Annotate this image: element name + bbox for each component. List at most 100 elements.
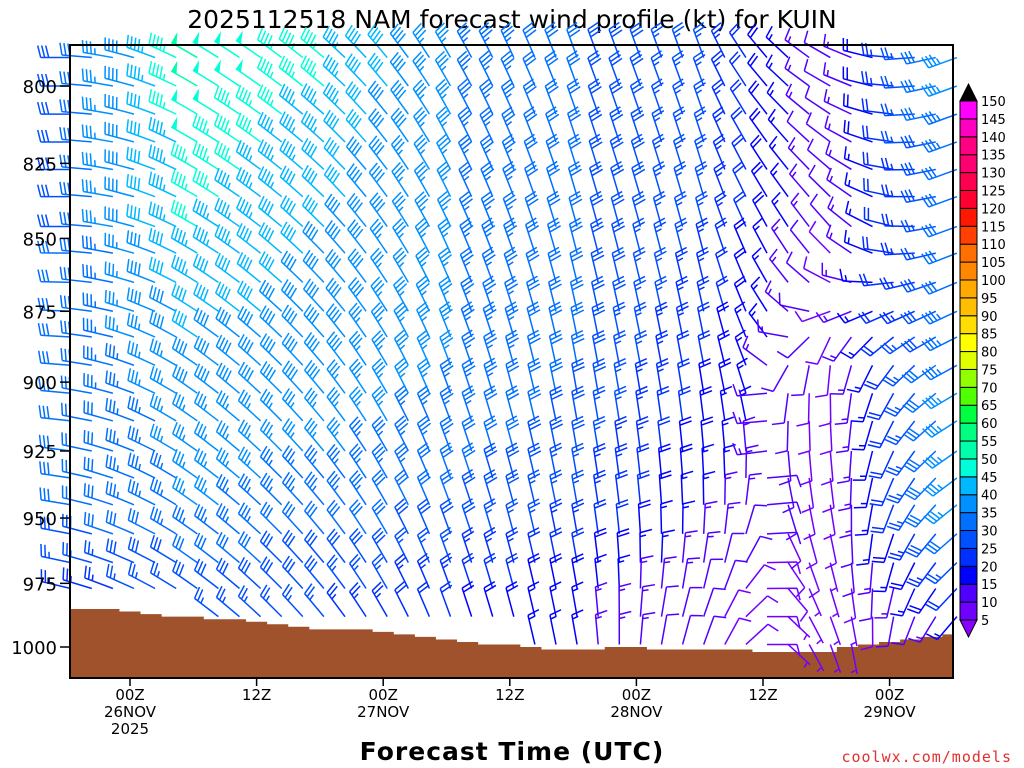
wind-barb: [394, 415, 409, 452]
colorbar: 5 10 15 20 25 30 35 40 45 50 55 60 65 70 75 80 85 90 95 100…: [959, 82, 1006, 639]
wind-barb: [416, 415, 431, 452]
wind-barb: [651, 106, 665, 143]
wind-barb: [36, 157, 71, 171]
wind-barb: [569, 275, 584, 312]
wind-barb: [850, 616, 858, 647]
wind-barb: [371, 527, 388, 564]
wind-barb: [900, 278, 937, 293]
colorbar-label: 40: [981, 489, 998, 504]
wind-barb: [61, 432, 92, 452]
wind-barb: [149, 477, 177, 506]
wind-barb: [805, 533, 818, 570]
wind-barb: [826, 167, 852, 198]
wind-barb: [805, 336, 831, 365]
wind-barb: [345, 108, 367, 143]
wind-barb: [715, 275, 729, 312]
wind-barb: [829, 644, 842, 673]
wind-barb: [322, 82, 346, 115]
wind-barb: [412, 79, 431, 115]
wind-barb: [868, 450, 895, 479]
wind-barb: [590, 246, 605, 283]
wind-barb: [326, 582, 346, 618]
wind-barb: [653, 246, 667, 283]
wind-barb: [368, 162, 388, 198]
wind-barb: [391, 191, 409, 227]
wind-barb: [504, 275, 519, 312]
wind-barb: [571, 581, 584, 617]
wind-barb: [654, 275, 668, 312]
wind-barb: [501, 106, 516, 143]
wind-barb: [37, 269, 71, 284]
wind-barb: [415, 275, 431, 312]
wind-barb: [83, 456, 114, 479]
wind-barb: [504, 301, 519, 338]
wind-barb: [83, 400, 114, 422]
wind-barb: [776, 336, 810, 359]
wind-barb: [481, 217, 496, 254]
wind-barb: [412, 51, 431, 87]
wind-barb: [326, 499, 346, 535]
wind-barb: [547, 275, 562, 312]
wind-barb: [821, 336, 853, 362]
wind-barb: [302, 220, 325, 254]
wind-barb: [549, 357, 564, 394]
wind-barb: [81, 209, 114, 228]
colorbar-box: [959, 225, 978, 245]
wind-barb: [257, 166, 283, 198]
wind-barb: [636, 443, 650, 479]
wind-barb: [215, 447, 240, 479]
wind-barb: [879, 277, 915, 291]
wind-barb: [801, 477, 815, 514]
wind-barb: [393, 301, 409, 338]
wind-barb: [787, 588, 809, 622]
wind-barb: [281, 332, 304, 366]
wind-barb: [900, 219, 936, 233]
wind-barb: [825, 224, 852, 254]
wind-barb: [527, 415, 542, 452]
wind-barb: [922, 477, 958, 497]
colorbar-label: 130: [981, 167, 1006, 182]
wind-barb: [258, 222, 283, 254]
wind-barb: [790, 192, 810, 228]
wind-barb: [505, 329, 520, 366]
wind-barb: [348, 386, 367, 422]
wind-barb: [736, 357, 748, 394]
wind-barb: [618, 610, 632, 645]
wind-barb: [630, 133, 645, 170]
wind-barb: [614, 469, 628, 505]
wind-barb: [257, 111, 283, 143]
wind-barb: [213, 85, 240, 115]
wind-barb: [104, 261, 135, 284]
wind-barb: [840, 533, 854, 569]
wind-barb: [679, 443, 693, 479]
wind-barb: [81, 96, 114, 115]
wind-barb: [483, 329, 498, 366]
wind-barb: [921, 82, 958, 97]
wind-barb: [618, 582, 632, 617]
wind-barb: [567, 133, 582, 170]
wind-barb: [214, 167, 240, 198]
colorbar-box: [959, 386, 978, 406]
wind-barb: [483, 498, 497, 535]
wind-barb: [681, 530, 698, 563]
wind-barb: [523, 106, 538, 143]
wind-barb: [745, 472, 762, 505]
wind-barb: [82, 264, 114, 284]
wind-barb: [796, 393, 810, 427]
wind-barb: [785, 504, 798, 541]
wind-barb: [549, 609, 562, 645]
wind-barb: [393, 276, 409, 312]
wind-barb: [587, 50, 602, 87]
wind-barb: [237, 389, 262, 422]
wind-barb: [237, 473, 262, 506]
wind-barb: [921, 193, 958, 208]
wind-barb: [371, 330, 388, 366]
wind-barb: [38, 405, 71, 422]
wind-barb: [745, 444, 759, 479]
wind-barb: [500, 21, 515, 58]
wind-barb: [278, 27, 304, 59]
wind-barb: [193, 282, 219, 312]
wind-barb: [127, 425, 156, 452]
wind-barb: [567, 106, 582, 143]
wind-barb: [724, 617, 752, 645]
